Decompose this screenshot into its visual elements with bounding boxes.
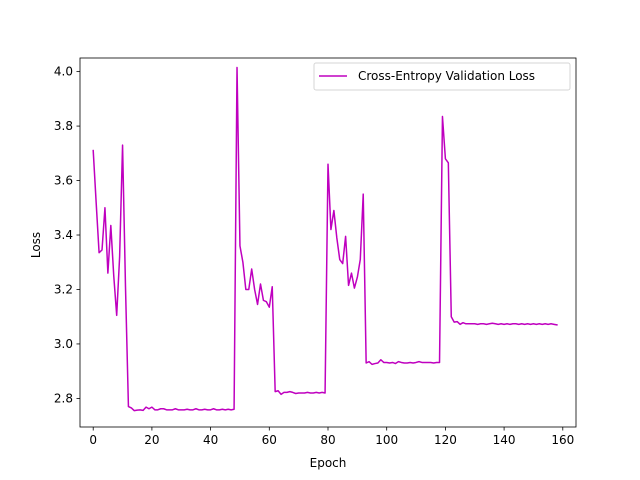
y-tick-label: 3.0 xyxy=(54,337,73,351)
x-axis-label: Epoch xyxy=(310,456,347,470)
plot-area xyxy=(80,58,576,427)
axes-layer: 0 20 40 60 80 100 120 140 160 2.8 3.0 3.2 3.4 3.6 3.8 4… xyxy=(54,57,577,447)
x-tick-label: 0 xyxy=(89,433,97,447)
y-tick-label: 3.4 xyxy=(54,228,73,242)
y-axis-label: Loss xyxy=(29,232,43,258)
plot-background xyxy=(80,58,576,427)
x-tick-label: 60 xyxy=(262,433,277,447)
y-tick-label: 3.2 xyxy=(54,282,73,296)
series-layer xyxy=(92,66,558,412)
x-tick-label: 100 xyxy=(375,433,398,447)
legend-label: Cross-Entropy Validation Loss xyxy=(358,69,535,83)
y-tick-label: 3.6 xyxy=(54,174,73,188)
legend: Cross-Entropy Validation Loss xyxy=(313,62,571,91)
y-tick-label: 4.0 xyxy=(54,65,73,79)
x-tick-label: 40 xyxy=(203,433,218,447)
x-tick-label: 120 xyxy=(434,433,457,447)
x-tick-label: 140 xyxy=(493,433,516,447)
x-tick-label: 20 xyxy=(144,433,159,447)
legend-box xyxy=(313,62,571,91)
y-tick-label: 3.8 xyxy=(54,119,73,133)
x-tick-label: 80 xyxy=(320,433,335,447)
series-line-0 xyxy=(92,66,558,412)
y-tick-label: 2.8 xyxy=(54,391,73,405)
x-tick-label: 160 xyxy=(551,433,574,447)
